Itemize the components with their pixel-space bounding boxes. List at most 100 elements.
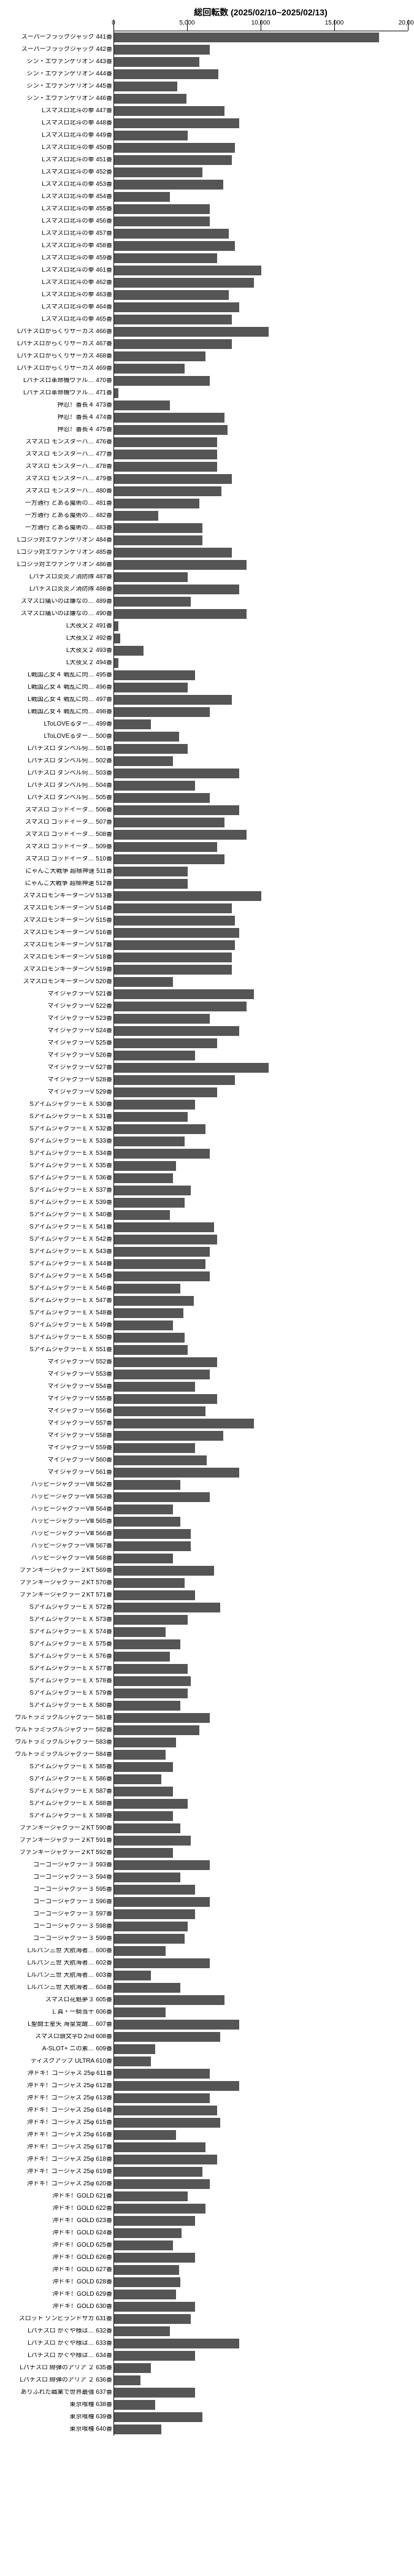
chart-row: マイジャグラーV 525番 [6, 1037, 408, 1049]
row-label: スマスロ痛いのは嫌なの… 489番 [6, 599, 113, 605]
row-bar-cell [113, 632, 408, 645]
row-bar-cell [113, 694, 408, 706]
chart-row: マイジャグラーV 555番 [6, 1393, 408, 1405]
row-bar-cell [113, 1663, 408, 1675]
row-bar [114, 351, 205, 361]
row-label: マイジャグラーV 558番 [6, 1433, 113, 1439]
row-bar-cell [113, 583, 408, 596]
row-bar-cell [113, 571, 408, 583]
row-bar [114, 1406, 205, 1416]
row-bar-cell [113, 338, 408, 350]
row-label: スマスロ頭文字D 2nd 608番 [6, 2034, 113, 2040]
row-bar-cell [113, 2141, 408, 2153]
row-bar [114, 1848, 173, 1858]
row-bar-cell [113, 1528, 408, 1540]
row-label: シン・エヴァンゲリオン 445番 [6, 83, 113, 90]
chart-row: ゴーゴージャグラー３ 595番 [6, 1884, 408, 1896]
row-bar-cell [113, 1233, 408, 1246]
row-bar-cell [113, 1601, 408, 1614]
row-bar [114, 1725, 199, 1735]
chart-row: マイジャグラーV 526番 [6, 1049, 408, 1062]
row-bar [114, 1394, 217, 1404]
row-bar-cell [113, 1270, 408, 1282]
row-label: Lゴジラ対エヴァンゲリオン 484番 [6, 537, 113, 543]
row-label: SアイムジャグラーＥＸ 580番 [6, 1703, 113, 1709]
row-bar-cell [113, 2374, 408, 2386]
row-bar-cell [113, 1847, 408, 1859]
chart-row: 沖ドキ！ゴージャス 25φ 611番 [6, 2068, 408, 2080]
row-label: 沖ドキ！ゴージャス 25φ 617番 [6, 2144, 113, 2150]
row-bar-cell [113, 1405, 408, 1417]
chart-row: ファンキージャグラー２KT 571番 [6, 1589, 408, 1601]
row-label: マイジャグラーV 523番 [6, 1016, 113, 1022]
row-label: 沖ドキ！GOLD 623番 [6, 2218, 113, 2224]
row-label: 沖ドキ！ゴージャス 25φ 619番 [6, 2169, 113, 2175]
row-bar [114, 82, 177, 91]
row-bar [114, 1615, 188, 1625]
row-label: ウルトラミラクルジャグラー 581番 [6, 1715, 113, 1721]
row-bar-cell [113, 2117, 408, 2129]
row-label: SアイムジャグラーＥＸ 572番 [6, 1604, 113, 1611]
chart-row: マイジャグラーV 522番 [6, 1000, 408, 1013]
row-bar [114, 2314, 191, 2324]
row-label: SアイムジャグラーＥＸ 577番 [6, 1666, 113, 1672]
row-label: 沖ドキ！GOLD 625番 [6, 2242, 113, 2248]
row-label: Lスマスロ北斗の拳 456番 [6, 218, 113, 224]
row-bar-cell [113, 117, 408, 129]
row-bar [114, 1554, 173, 1563]
row-bar-cell [113, 1675, 408, 1687]
row-bar-cell [113, 1994, 408, 2006]
row-bar [114, 535, 202, 545]
chart-row: 沖ドキ！GOLD 626番 [6, 2252, 408, 2264]
chart-row: スマスロ ゴッドイータ… 506番 [6, 804, 408, 816]
row-label: 東京喰種 639番 [6, 2414, 113, 2420]
row-bar [114, 683, 188, 692]
row-label: スマスロモンキーターンV 518番 [6, 954, 113, 960]
chart-row: Lスマスロ北斗の拳 462番 [6, 277, 408, 289]
row-bar [114, 2069, 210, 2079]
chart-row: Lパチスロ ダンベル何… 504番 [6, 780, 408, 792]
row-bar-cell [113, 1650, 408, 1663]
row-label: Lスマスロ北斗の拳 447番 [6, 108, 113, 114]
row-bar-cell [113, 510, 408, 522]
row-label: Lパチスロ ダンベル何… 503番 [6, 770, 113, 776]
chart-row: SアイムジャグラーＥＸ 548番 [6, 1307, 408, 1319]
row-bar-cell [113, 1565, 408, 1577]
row-bar-cell [113, 1810, 408, 1822]
row-bar [114, 388, 118, 398]
row-label: Lスマスロ北斗の拳 449番 [6, 132, 113, 139]
chart-row: 沖ドキ！ゴージャス 25φ 620番 [6, 2178, 408, 2190]
row-label: L犬夜叉２ 494番 [6, 660, 113, 666]
chart-row: SアイムジャグラーＥＸ 551番 [6, 1344, 408, 1356]
row-bar [114, 1173, 173, 1183]
row-bar-cell [113, 1454, 408, 1466]
row-bar-cell [113, 596, 408, 608]
row-bar-cell [113, 1516, 408, 1528]
chart-row: マイジャグラーV 527番 [6, 1062, 408, 1074]
row-bar [114, 1210, 170, 1220]
row-label: ファンキージャグラー２KT 570番 [6, 1580, 113, 1586]
row-label: ゴーゴージャグラー３ 595番 [6, 1887, 113, 1893]
row-bar-cell [113, 2313, 408, 2325]
row-label: SアイムジャグラーＥＸ 551番 [6, 1347, 113, 1353]
row-bar [114, 1063, 269, 1073]
chart-row: Lパチスロからくりサーカス 468番 [6, 350, 408, 362]
row-bar [114, 842, 217, 852]
row-bar [114, 1137, 185, 1146]
row-bar-cell [113, 1209, 408, 1221]
row-label: SアイムジャグラーＥＸ 543番 [6, 1249, 113, 1255]
chart-row: スマスロ痛いのは嫌なの… 490番 [6, 608, 408, 620]
row-bar-cell [113, 1062, 408, 1074]
row-bar-cell [113, 448, 408, 461]
row-bar [114, 2253, 195, 2263]
row-bar-cell [113, 1540, 408, 1552]
row-bar-cell [113, 1884, 408, 1896]
row-bar-cell [113, 645, 408, 657]
chart-row: スーパーブラックジャック 442番 [6, 44, 408, 56]
row-bar-cell [113, 2104, 408, 2117]
row-label: Lスマスロ北斗の拳 453番 [6, 182, 113, 188]
row-bar [114, 621, 118, 631]
row-bar [114, 425, 228, 435]
row-bar [114, 2400, 155, 2410]
row-bar [114, 572, 188, 582]
